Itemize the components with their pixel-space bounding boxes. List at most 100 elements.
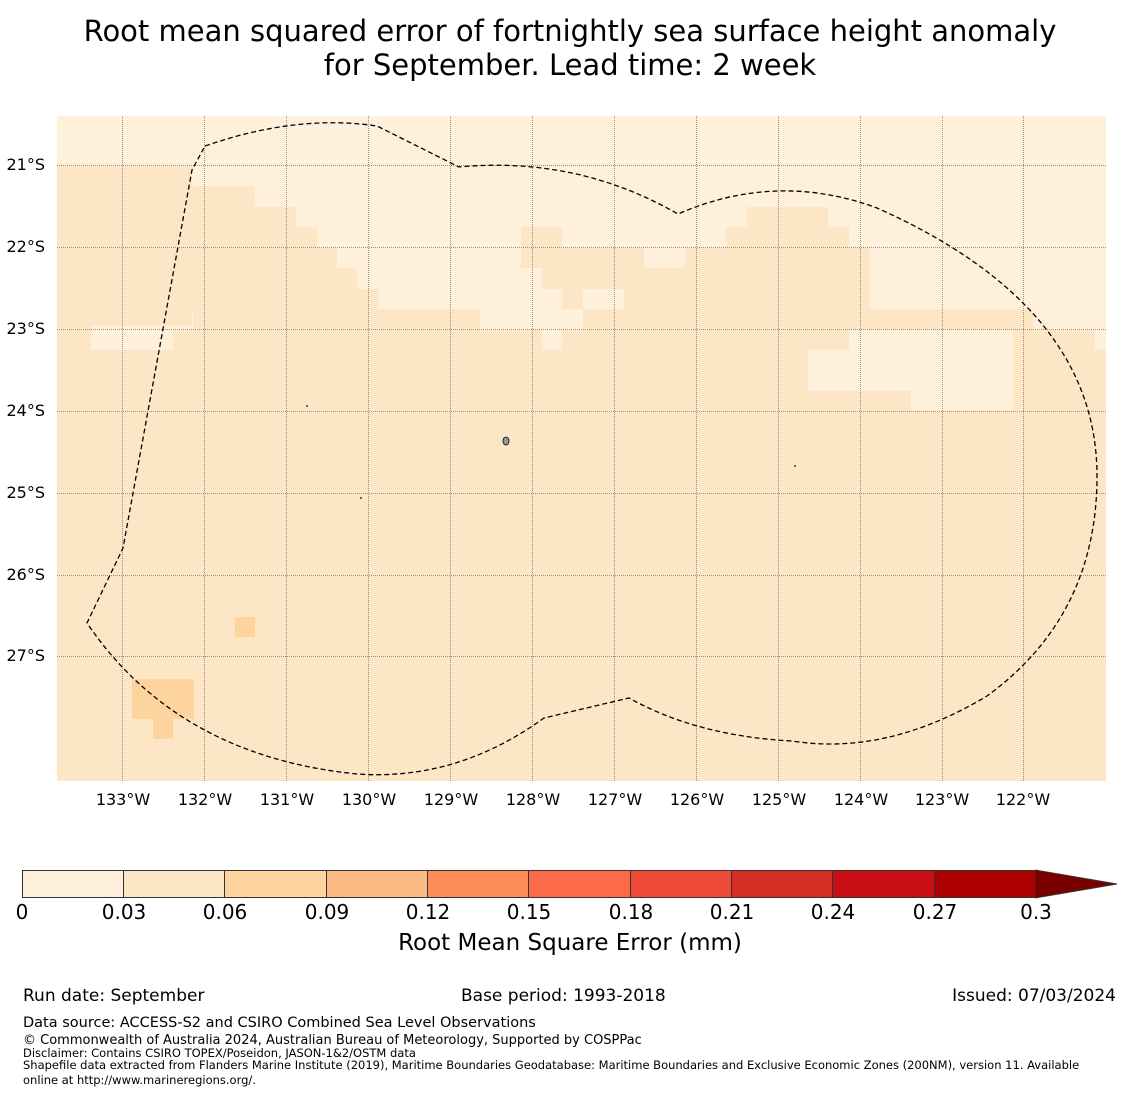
lon-label: 122°W <box>995 790 1051 809</box>
rmse-region <box>192 166 1106 186</box>
rmse-region <box>644 268 685 329</box>
rmse-region <box>685 248 870 329</box>
parallel-line <box>57 411 1106 412</box>
meridian-line <box>942 116 943 781</box>
rmse-region <box>91 330 173 350</box>
parallel-line <box>57 165 1106 166</box>
parallel-line <box>57 247 1106 248</box>
lon-label: 130°W <box>341 790 397 809</box>
colorbar-segment <box>935 870 1036 898</box>
rmse-region <box>57 166 192 326</box>
lat-label: 25°S <box>6 483 45 502</box>
colorbar-label: Root Mean Square Error (mm) <box>398 930 742 956</box>
rmse-region <box>1033 330 1095 350</box>
colorbar-tick: 0 <box>15 900 29 924</box>
island <box>794 465 796 467</box>
rmse-region <box>849 268 870 329</box>
colorbar-tick: 0.09 <box>304 900 350 924</box>
colorbar-segment <box>529 870 631 898</box>
shapefile-url: online at http://www.marineregions.org/. <box>23 1073 256 1087</box>
rmse-region <box>1013 350 1106 411</box>
data-source: Data source: ACCESS-S2 and CSIRO Combine… <box>23 1015 536 1031</box>
chart-title: Root mean squared error of fortnightly s… <box>0 14 1140 82</box>
meridian-line <box>860 116 861 781</box>
meridian-line <box>778 116 779 781</box>
parallel-line <box>57 575 1106 576</box>
lat-label: 21°S <box>6 155 45 174</box>
island <box>502 436 510 446</box>
colorbar-tick: 0.18 <box>608 900 654 924</box>
lon-label: 131°W <box>259 790 315 809</box>
meridian-line <box>122 116 123 781</box>
title-line-1: Root mean squared error of fortnightly s… <box>83 14 1057 48</box>
lat-label: 24°S <box>6 401 45 420</box>
title-line-2: for September. Lead time: 2 week <box>323 48 817 82</box>
eez-boundary-line <box>86 122 1098 776</box>
map-panel <box>57 116 1106 781</box>
parallel-line <box>57 493 1106 494</box>
issued-date: Issued: 07/03/2024 <box>952 986 1116 1006</box>
rmse-region <box>562 289 583 309</box>
lon-label: 127°W <box>587 790 643 809</box>
lon-label: 125°W <box>751 790 807 809</box>
lon-label: 129°W <box>423 790 479 809</box>
rmse-region <box>849 330 1013 350</box>
meridian-line <box>1023 116 1024 781</box>
rmse-region <box>1033 309 1106 330</box>
rmse-region <box>235 617 255 637</box>
rmse-region <box>911 371 1013 411</box>
rmse-region <box>542 248 624 289</box>
colorbar-frame <box>22 870 1036 898</box>
island <box>306 405 308 407</box>
colorbar-tick: 0.03 <box>101 900 147 924</box>
lon-label: 124°W <box>833 790 889 809</box>
rmse-region <box>57 116 1106 166</box>
lon-label: 128°W <box>505 790 561 809</box>
colorbar-tick: 0.21 <box>709 900 755 924</box>
colorbar-extend-arrow <box>1035 869 1118 899</box>
parallel-line <box>57 656 1106 657</box>
rmse-region <box>317 227 1106 248</box>
rmse-region <box>624 248 644 309</box>
rmse-region <box>1095 330 1106 350</box>
colorbar-segment <box>428 870 529 898</box>
parallel-line <box>57 329 1106 330</box>
lat-label: 23°S <box>6 319 45 338</box>
meridian-line <box>532 116 533 781</box>
meridian-line <box>696 116 697 781</box>
disclaimer: Disclaimer: Contains CSIRO TOPEX/Poseido… <box>23 1046 416 1060</box>
rmse-region <box>255 186 1106 207</box>
colorbar-segment <box>22 870 124 898</box>
lon-label: 132°W <box>177 790 233 809</box>
colorbar-segment <box>225 870 327 898</box>
island <box>360 497 362 499</box>
rmse-region <box>747 207 828 227</box>
colorbar-segment <box>631 870 732 898</box>
meridian-line <box>204 116 205 781</box>
lat-label: 27°S <box>6 646 45 665</box>
meridian-line <box>614 116 615 781</box>
lon-label: 126°W <box>669 790 725 809</box>
rmse-region <box>57 326 91 356</box>
colorbar-tick: 0.06 <box>202 900 248 924</box>
meridian-line <box>286 116 287 781</box>
shapefile-credit: Shapefile data extracted from Flanders M… <box>23 1058 1080 1072</box>
lat-label: 26°S <box>6 565 45 584</box>
meridian-line <box>368 116 369 781</box>
eez-boundary <box>86 122 1098 776</box>
colorbar-tick: 0.27 <box>912 900 958 924</box>
rmse-region <box>153 719 173 739</box>
rmse-region <box>296 207 1106 227</box>
colorbar-segment <box>124 870 225 898</box>
lat-label: 22°S <box>6 237 45 256</box>
run-date: Run date: September <box>23 986 205 1006</box>
rmse-region <box>542 330 562 350</box>
lon-label: 133°W <box>95 790 151 809</box>
rmse-region <box>132 679 194 719</box>
colorbar-segment <box>732 870 833 898</box>
colorbar-tick: 0.15 <box>506 900 552 924</box>
copyright: © Commonwealth of Australia 2024, Austra… <box>23 1033 642 1048</box>
colorbar-tick: 0.3 <box>1020 900 1052 924</box>
colorbar-segment <box>327 870 428 898</box>
base-period: Base period: 1993-2018 <box>461 986 666 1006</box>
